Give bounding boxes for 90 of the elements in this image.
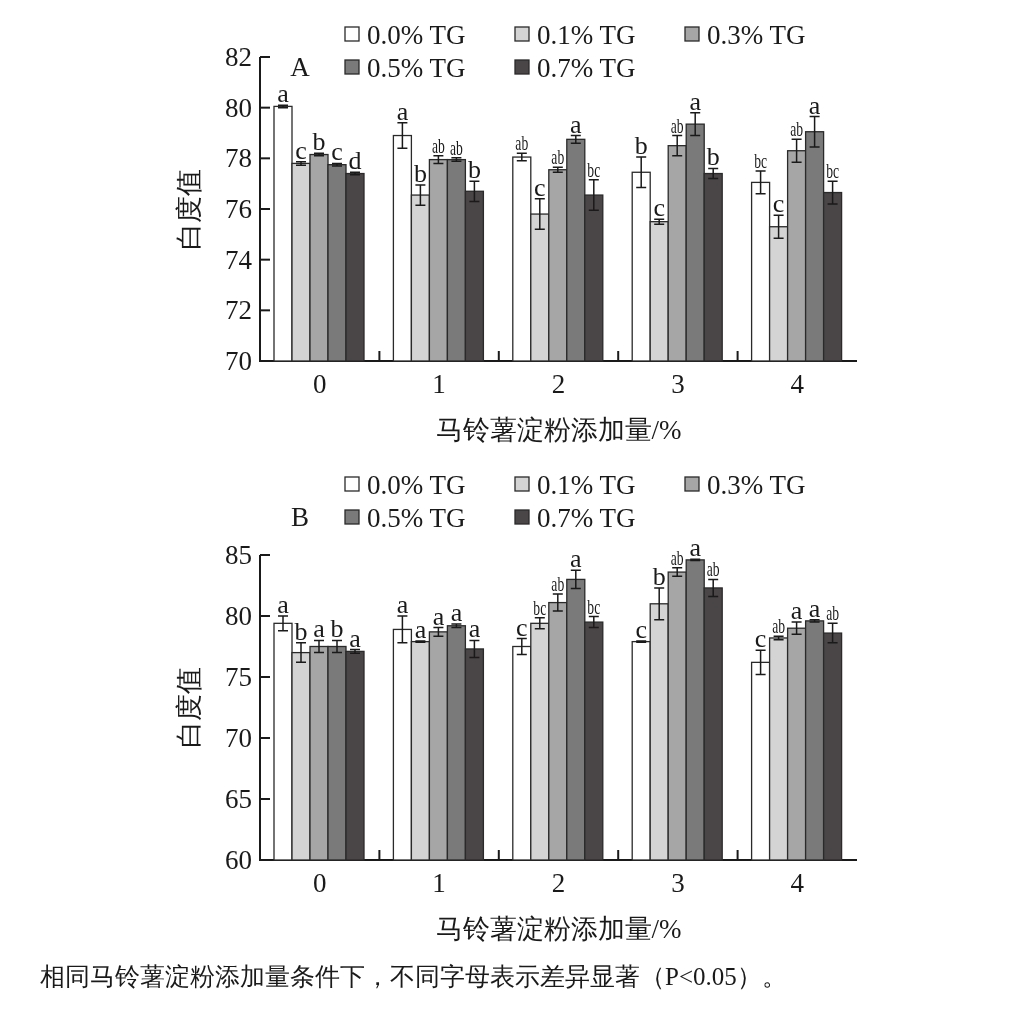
legend-label: 0.1% TG [537,20,636,50]
legend-label: 0.0% TG [367,470,466,500]
x-tick-label: 4 [790,868,805,898]
legend-label: 0.5% TG [367,53,466,83]
annotation: b [706,142,720,172]
annotation: a [277,79,290,109]
x-tick-label: 3 [671,868,685,898]
y-tick-label: 60 [225,845,252,875]
annotation: a [396,590,409,619]
y-tick-label: 74 [225,244,253,275]
annotation: a [790,596,803,626]
annotation: bc [826,158,840,183]
x-tick-label: 3 [671,369,685,399]
annotation: bc [533,595,547,620]
chart-title: B [290,502,310,532]
annotation: c [635,615,647,645]
y-tick-label: 76 [225,194,252,224]
annotation: ab [515,131,529,156]
x-axis-title: 马铃薯淀粉添加量/% [435,415,682,445]
legend-label: 0.0% TG [367,20,466,50]
chart-title: A [290,52,311,82]
annotation: b [294,616,308,646]
annotation: a [570,109,583,139]
y-tick-label: 72 [225,295,252,326]
x-tick-label: 0 [312,868,327,898]
annotation: ab [772,613,786,638]
x-tick-label: 2 [551,369,566,399]
annotation: c [653,193,665,223]
annotation: ab [826,601,840,626]
annotation: ab [551,144,565,170]
y-tick-label: 70 [225,346,252,376]
legend-label: 0.7% TG [537,503,636,533]
annotation: b [312,127,326,157]
y-tick-label: 78 [225,143,252,174]
annotation: c [295,135,307,165]
legend-label: 0.5% TG [367,503,466,533]
annotation: ab [431,133,445,158]
annotation: c [534,172,546,202]
annotation: c [754,624,767,654]
annotation: a [432,601,445,631]
y-tick-label: 70 [225,723,252,753]
annotation: a [277,590,290,619]
legend-label: 0.3% TG [707,20,806,50]
legend-label: 0.1% TG [537,470,636,500]
annotation: c [516,612,528,642]
annotation: b [652,561,666,591]
annotation: ab [449,135,463,160]
annotation: bc [587,157,601,182]
annotation: a [689,86,702,116]
annotation: ab [706,557,720,582]
annotation: a [570,544,583,574]
y-axis-title: 白度值 [174,168,204,250]
annotation: b [634,131,648,161]
annotation: a [396,96,409,126]
annotation: a [450,597,463,627]
text: 相同马铃薯淀粉添加量条件下，不同字母表示差异显著（P<0.05）。 [40,963,787,990]
legend-label: 0.3% TG [707,470,806,500]
y-tick-label: 82 [225,42,252,72]
y-tick-label: 80 [225,601,252,631]
y-tick-label: 75 [225,662,252,692]
annotation: bc [754,148,768,173]
legend-label: 0.7% TG [537,53,636,83]
y-tick-label: 85 [225,540,252,570]
annotation: ab [670,113,684,138]
y-axis-title: 白度值 [174,667,204,748]
annotation: b [467,155,481,185]
x-tick-label: 0 [312,369,327,399]
annotation: a [689,533,702,563]
annotation: ab [670,545,684,570]
annotation: a [808,593,821,623]
y-tick-label: 80 [225,92,252,123]
annotation: a [414,615,427,645]
x-tick-label: 1 [432,868,446,898]
annotation: c [772,189,785,219]
annotation: b [413,158,427,188]
annotation: a [808,90,821,120]
x-tick-label: 2 [551,868,566,898]
annotation: ab [551,571,565,596]
annotation: a [313,614,326,644]
x-axis-title: 马铃薯淀粉添加量/% [435,914,682,944]
annotation: d [348,146,362,176]
x-tick-label: 4 [790,369,805,399]
annotation: ab [790,117,804,142]
x-tick-label: 1 [432,369,446,399]
annotation: b [330,614,344,644]
annotation: bc [587,594,601,619]
y-tick-label: 65 [225,784,252,814]
annotation: c [331,137,343,167]
annotation: a [349,623,362,653]
annotation: a [468,614,481,644]
